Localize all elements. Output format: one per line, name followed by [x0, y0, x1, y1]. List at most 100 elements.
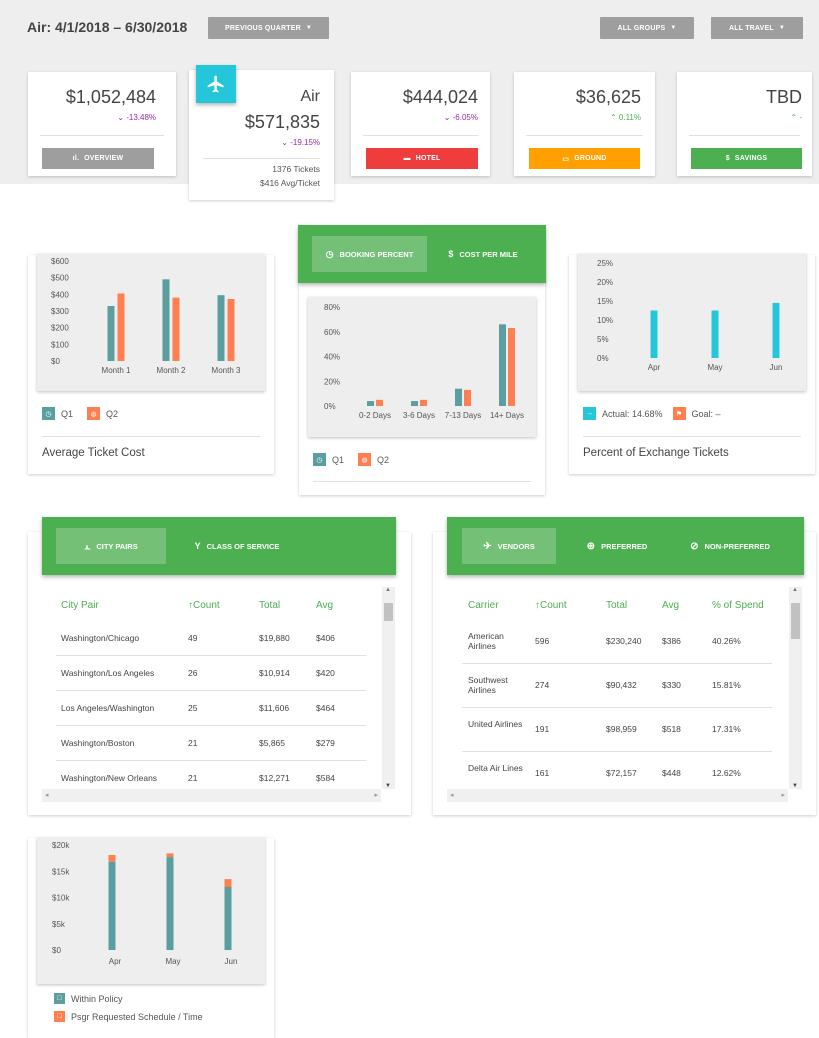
policy-chart-panel: $0 $5k $10k $15k $20k Apr May Jun: [37, 838, 265, 984]
column-header[interactable]: % of Spend: [712, 600, 764, 611]
period-dropdown[interactable]: PREVIOUS QUARTER ▼: [208, 17, 329, 39]
scroll-right-icon[interactable]: ▸: [781, 792, 785, 799]
column-header[interactable]: Avg: [316, 600, 334, 611]
scroll-up-icon[interactable]: ▲: [792, 587, 798, 593]
y-tick-label: $0: [52, 946, 61, 955]
tab-booking-percent[interactable]: ◷ BOOKING PERCENT: [312, 236, 427, 272]
chevron-up-icon: ⌃: [790, 113, 800, 122]
column-header[interactable]: ↑Count: [188, 600, 220, 611]
legend-q1: Q1: [332, 454, 345, 465]
scroll-right-icon[interactable]: ▸: [374, 792, 378, 799]
x-tick-label: 3-6 Days: [403, 411, 435, 420]
plus-circle-icon: ⊕: [586, 540, 596, 552]
vertical-scrollbar[interactable]: ▲ ▼: [382, 587, 395, 789]
scroll-left-icon[interactable]: ◂: [450, 792, 454, 799]
x-tick-label: Month 3: [212, 366, 241, 375]
tab-cost-per-mile[interactable]: $ COST PER MILE: [433, 236, 533, 272]
horizontal-scrollbar[interactable]: ◂ ▸: [447, 789, 788, 802]
scroll-up-icon[interactable]: ▲: [385, 587, 391, 593]
tab-preferred[interactable]: ⊕ PREFERRED: [567, 528, 667, 564]
y-tick-label: $0: [51, 357, 60, 366]
policy-chart: $0 $5k $10k $15k $20k Apr May Jun: [52, 841, 238, 966]
arrow-right-icon: →: [583, 407, 596, 420]
bar: [508, 328, 515, 406]
booking-legend: ◷ Q1 ◍ Q2: [313, 453, 389, 466]
kpi-amount: $444,024: [402, 87, 478, 107]
square-icon: □: [54, 1011, 65, 1022]
scroll-down-icon[interactable]: ▼: [385, 783, 391, 789]
table-cell: $330: [662, 680, 681, 690]
y-tick-label: 10%: [597, 316, 613, 325]
airplane-icon: [196, 65, 236, 103]
horizontal-scrollbar[interactable]: ◂ ▸: [42, 789, 381, 802]
kpi-ground: $36,625 ⌃ 0.11% ▭ GROUND: [514, 72, 655, 176]
clock-icon: ◷: [325, 248, 334, 259]
legend-q1: Q1: [61, 408, 74, 419]
kpi-overview: $1,052,484 ⌄ -13.48% ıl. OVERVIEW: [28, 72, 176, 176]
tab-non-preferred[interactable]: ⊘ NON-PREFERRED: [675, 528, 785, 564]
row-divider: [56, 760, 366, 761]
table-cell: 25: [188, 702, 198, 713]
y-tick-label: $5k: [52, 920, 66, 929]
exchange-legend: → Actual: 14.68% ⚑ Goal: –: [583, 407, 721, 420]
city-pairs-tabs-bar: ⫠ CITY PAIRS Y CLASS OF SERVICE: [42, 517, 396, 575]
table-cell: Southwest Airlines: [468, 675, 508, 695]
table-cell: 21: [188, 772, 198, 783]
caret-down-icon: ▼: [778, 25, 786, 31]
travel-dropdown[interactable]: ALL TRAVEL ▼: [711, 17, 803, 39]
column-header[interactable]: City Pair: [61, 600, 99, 611]
row-divider: [56, 655, 366, 656]
kpi-change-value: -19.15%: [290, 138, 320, 147]
y-tick-label: $200: [51, 324, 69, 333]
table-cell: $19,880: [259, 632, 290, 643]
divider: [583, 436, 801, 437]
tab-label: PREFERRED: [601, 541, 648, 551]
city-pairs-card: [28, 532, 411, 815]
table-cell: $386: [662, 636, 681, 646]
square-icon: □: [54, 993, 65, 1004]
legend-within-policy: Within Policy: [71, 993, 123, 1004]
chevron-up-icon: ⌃: [609, 113, 619, 122]
scroll-left-icon[interactable]: ◂: [45, 792, 49, 799]
table-cell: 40.26%: [712, 636, 741, 646]
column-header[interactable]: Total: [259, 600, 281, 611]
tab-class-of-service[interactable]: Y CLASS OF SERVICE: [182, 528, 292, 564]
clock-icon: ◷: [313, 453, 326, 466]
table-cell: 12.62%: [712, 768, 741, 778]
table-cell: $11,606: [259, 702, 290, 713]
hotel-button[interactable]: ▬ HOTEL: [366, 148, 478, 169]
bar: [217, 295, 225, 361]
kpi-change: ⌃ 0.11%: [610, 113, 641, 122]
scroll-thumb[interactable]: [791, 603, 800, 639]
clock-icon: ◷: [42, 407, 55, 420]
bar: [772, 302, 780, 358]
bed-icon: ▬: [403, 155, 411, 162]
divider: [40, 135, 164, 136]
divider: [526, 135, 643, 136]
bar: [367, 401, 374, 406]
ground-button[interactable]: ▭ GROUND: [529, 148, 640, 169]
tab-vendors[interactable]: ✈ VENDORS: [462, 528, 556, 564]
tab-city-pairs[interactable]: ⫠ CITY PAIRS: [56, 528, 166, 564]
vertical-scrollbar[interactable]: ▲ ▼: [789, 587, 802, 789]
savings-button[interactable]: $ SAVINGS: [691, 148, 802, 169]
airplane-icon: ✈: [483, 540, 492, 552]
groups-dropdown[interactable]: ALL GROUPS ▼: [600, 17, 694, 39]
dollar-icon: $: [448, 249, 454, 259]
tab-label: COST PER MILE: [459, 249, 518, 259]
scroll-down-icon[interactable]: ▼: [792, 783, 798, 789]
table-cell: Delta Air Lines: [468, 763, 523, 773]
stacked-bar-segment: [166, 857, 174, 950]
legend-psgr-requested: Psgr Requested Schedule / Time: [71, 1011, 203, 1022]
overview-button[interactable]: ıl. OVERVIEW: [42, 148, 154, 169]
row-divider: [462, 707, 772, 708]
x-tick-label: Jun: [225, 957, 238, 966]
scroll-thumb[interactable]: [384, 603, 393, 621]
column-header[interactable]: Total: [606, 600, 628, 611]
table-cell: 596: [535, 636, 550, 646]
stacked-bar-segment: [166, 853, 174, 858]
column-header[interactable]: ↑Count: [535, 600, 567, 611]
column-header[interactable]: Carrier: [468, 600, 499, 611]
table-cell: 274: [535, 680, 550, 690]
column-header[interactable]: Avg: [662, 600, 680, 611]
